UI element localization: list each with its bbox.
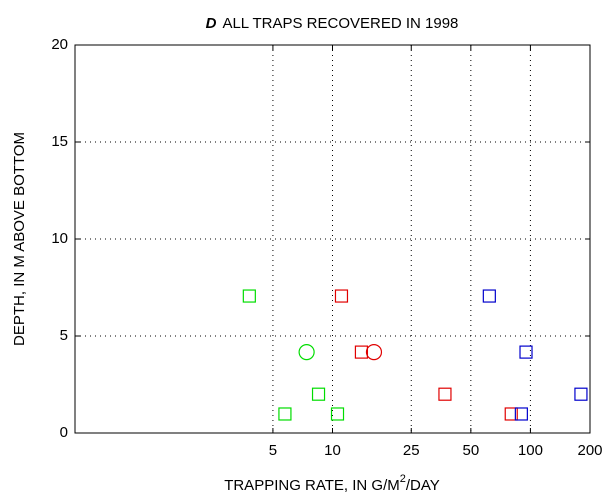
point (278, 407, 292, 421)
point (298, 344, 315, 361)
x-axis-label: TRAPPING RATE, IN G/M2/DAY (224, 473, 440, 494)
y-tick-label: 15 (51, 133, 68, 150)
point (334, 289, 349, 303)
point (514, 407, 528, 421)
y-tick-label: 10 (51, 230, 68, 247)
panel-label: D (206, 15, 217, 32)
point (519, 345, 533, 359)
point (242, 289, 256, 303)
point (365, 344, 383, 361)
plot-frame (74, 44, 591, 434)
x-tick-label: 200 (577, 442, 602, 459)
point (354, 345, 369, 359)
x-label-superscript: 2 (400, 473, 406, 485)
point (482, 289, 496, 303)
point (574, 387, 588, 401)
y-tick-label: 5 (60, 327, 68, 344)
y-tick-label: 20 (51, 36, 68, 53)
y-tick-label: 0 (60, 424, 68, 441)
point (330, 407, 345, 421)
x-label-part: TRAPPING RATE, IN G/M (224, 477, 400, 494)
point (438, 387, 452, 401)
point (311, 387, 326, 401)
point (504, 407, 518, 421)
x-tick-label: 100 (518, 442, 543, 459)
x-tick-label: 10 (324, 442, 341, 459)
x-tick-label: 25 (403, 442, 420, 459)
x-label-part: /DAY (406, 477, 440, 494)
y-axis-label: DEPTH, IN M ABOVE BOTTOM (11, 132, 28, 346)
x-tick-label: 5 (269, 442, 277, 459)
title-text: ALL TRAPS RECOVERED IN 1998 (222, 15, 458, 32)
chart-title: D ALL TRAPS RECOVERED IN 1998 (206, 15, 459, 32)
x-tick-label: 50 (462, 442, 479, 459)
